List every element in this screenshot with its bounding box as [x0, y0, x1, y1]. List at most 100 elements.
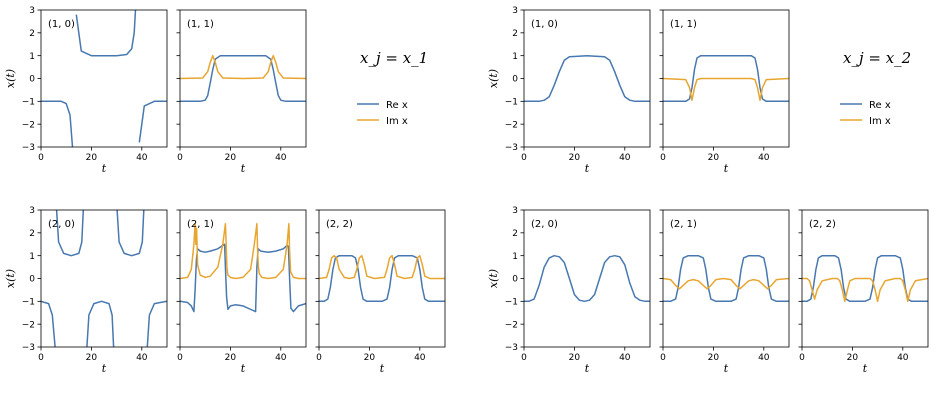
- x-axis-label: t: [585, 362, 590, 375]
- y-tick-label: −2: [22, 320, 35, 330]
- panel-tag: (1, 1): [670, 19, 697, 30]
- series-line-im: [319, 254, 445, 280]
- panel-4-3: 0 20 40 t (2, 2): [798, 209, 929, 375]
- series-line-im: [663, 277, 789, 290]
- panel-tag: (1, 0): [48, 19, 75, 30]
- legend-right: Re x Im x: [840, 100, 891, 127]
- panel-2-1: 0 20 40 −3 −2 −1 0 1 2 3 t x(t) (2, 0): [4, 206, 168, 375]
- x-tick-label: 40: [136, 353, 148, 363]
- x-tick-label: 20: [708, 353, 720, 363]
- series-line-re: [41, 10, 167, 147]
- series-line-re: [663, 254, 789, 303]
- x-tick-label: 0: [38, 353, 44, 363]
- y-tick-label: 1: [29, 252, 35, 262]
- y-tick-label: 0: [29, 75, 35, 85]
- y-tick-label: 1: [29, 52, 35, 62]
- y-tick-label: 3: [512, 6, 518, 16]
- y-tick-label: −2: [22, 120, 35, 130]
- series-line-re: [524, 54, 650, 103]
- condition-label-right: x_j = x_2: [843, 49, 911, 67]
- x-axis-label: t: [724, 362, 729, 375]
- x-tick-label: 40: [897, 353, 909, 363]
- condition-label-left: x_j = x_1: [360, 49, 428, 67]
- x-tick-label: 0: [38, 153, 44, 163]
- x-tick-label: 0: [660, 153, 666, 163]
- x-tick-label: 20: [86, 153, 98, 163]
- legend-left-re-label: Re x: [386, 100, 408, 111]
- x-tick-label: 0: [177, 353, 183, 363]
- y-tick-label: −1: [22, 98, 35, 108]
- y-tick-label: 2: [512, 229, 518, 239]
- series-line-re: [180, 54, 306, 103]
- x-tick-label: 0: [660, 353, 666, 363]
- x-tick-label: 20: [364, 353, 376, 363]
- x-tick-label: 40: [619, 153, 631, 163]
- y-tick-label: −1: [505, 98, 518, 108]
- x-tick-label: 20: [708, 153, 720, 163]
- x-tick-label: 20: [569, 353, 581, 363]
- series-line-re: [319, 254, 445, 303]
- panel-tag: (1, 1): [187, 19, 214, 30]
- panel-1-1: 0 20 40 −3 −2 −1 0 1 2 3 t x(t) (1, 0): [4, 6, 168, 175]
- x-tick-label: 40: [275, 353, 287, 363]
- x-tick-label: 0: [521, 153, 527, 163]
- axes-frame: [523, 9, 651, 148]
- series-line-re: [802, 254, 928, 303]
- x-tick-label: 20: [225, 153, 237, 163]
- axes-frame: [40, 9, 168, 148]
- axes-frame: [523, 209, 651, 348]
- x-tick-label: 20: [847, 353, 859, 363]
- y-tick-label: 3: [29, 6, 35, 16]
- x-axis-label: t: [241, 162, 246, 175]
- x-tick-label: 40: [619, 353, 631, 363]
- panel-4-1: 0 20 40 −3 −2 −1 0 1 2 3 t x(t) (2, 0): [487, 206, 651, 375]
- y-axis-label: x(t): [4, 269, 17, 288]
- panel-4-2: 0 20 40 t (2, 1): [659, 209, 790, 375]
- y-tick-label: −3: [505, 343, 518, 353]
- series-line-im: [663, 77, 789, 101]
- series-line-im: [180, 54, 306, 80]
- x-axis-label: t: [863, 362, 868, 375]
- x-tick-label: 40: [758, 353, 770, 363]
- x-axis-label: t: [380, 362, 385, 375]
- panel-tag: (2, 1): [187, 219, 214, 230]
- y-tick-label: −2: [505, 120, 518, 130]
- panel-1-2: 0 20 40 t (1, 1): [176, 9, 307, 175]
- y-tick-label: −3: [505, 143, 518, 153]
- x-tick-label: 20: [86, 353, 98, 363]
- x-axis-label: t: [102, 162, 107, 175]
- series-line-re: [524, 254, 650, 303]
- x-tick-label: 0: [521, 353, 527, 363]
- axes-frame: [318, 209, 446, 348]
- y-tick-label: 2: [512, 29, 518, 39]
- y-tick-label: 2: [29, 229, 35, 239]
- panel-3-1: 0 20 40 −3 −2 −1 0 1 2 3 t x(t) (1, 0): [487, 6, 651, 175]
- y-tick-label: 3: [512, 206, 518, 216]
- x-tick-label: 20: [569, 153, 581, 163]
- y-axis-label: x(t): [487, 269, 500, 288]
- y-tick-label: 1: [512, 252, 518, 262]
- y-tick-label: −1: [22, 298, 35, 308]
- x-tick-label: 40: [275, 153, 287, 163]
- panel-tag: (2, 0): [48, 219, 75, 230]
- y-tick-label: −2: [505, 320, 518, 330]
- legend-right-im-label: Im x: [869, 116, 891, 127]
- panel-3-2: 0 20 40 t (1, 1): [659, 9, 790, 175]
- y-tick-label: −3: [22, 143, 35, 153]
- x-axis-label: t: [102, 362, 107, 375]
- x-tick-label: 40: [414, 353, 426, 363]
- panel-tag: (2, 1): [670, 219, 697, 230]
- panel-tag: (2, 0): [531, 219, 558, 230]
- x-tick-label: 0: [177, 153, 183, 163]
- series-line-im: [180, 222, 306, 280]
- axes-frame: [179, 209, 307, 348]
- series-line-im: [802, 277, 928, 303]
- y-tick-label: 2: [29, 29, 35, 39]
- x-axis-label: t: [241, 362, 246, 375]
- legend-left: Re x Im x: [357, 100, 408, 127]
- panel-tag: (2, 2): [326, 219, 353, 230]
- x-tick-label: 40: [758, 153, 770, 163]
- series-line-re: [41, 210, 167, 347]
